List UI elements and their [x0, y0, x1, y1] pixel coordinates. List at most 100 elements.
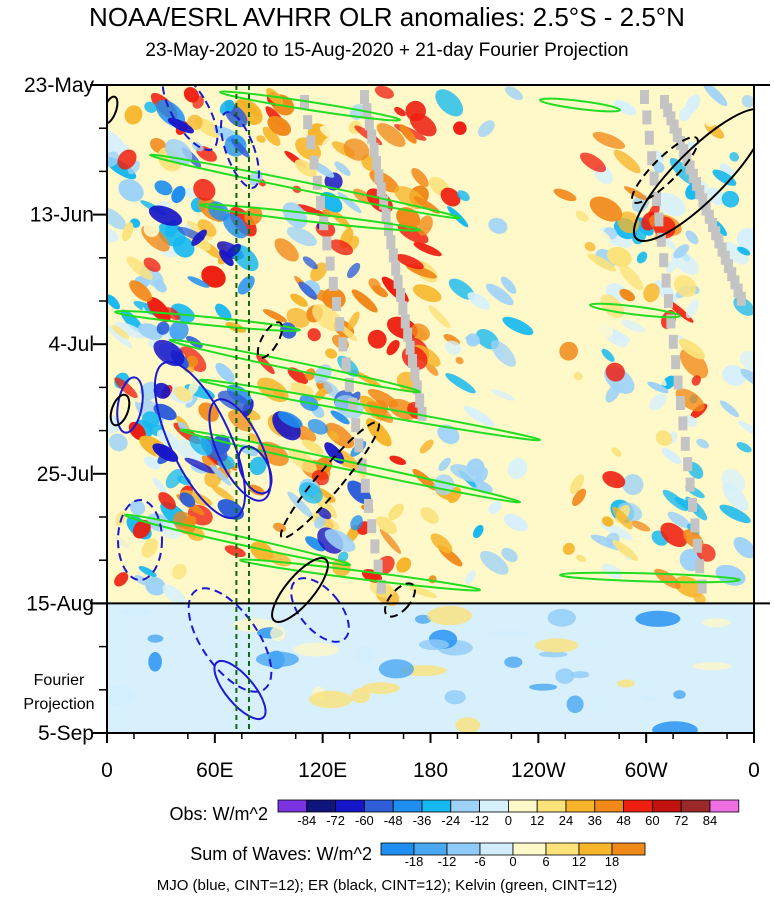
anomaly-patch: [729, 152, 740, 162]
anomaly-patch: [143, 257, 161, 272]
missing-data-cell: [669, 119, 679, 134]
er-contours: [107, 95, 754, 623]
anomaly-patch: [503, 513, 528, 532]
anomaly-patch: [376, 123, 406, 147]
kelvin-contours: [114, 90, 741, 592]
colorbar-swatch: [421, 799, 452, 813]
missing-data-cell: [417, 406, 427, 421]
x-tick-label: 60E: [196, 759, 233, 782]
missing-data-cell: [724, 259, 733, 273]
anomaly-patch: [124, 105, 143, 125]
missing-data-cell: [412, 380, 422, 395]
y-tick-label: 13-Jun: [30, 204, 94, 227]
anomaly-patch: [685, 299, 699, 319]
anomaly-patch: [171, 185, 186, 204]
anomaly-patch: [445, 373, 476, 394]
missing-data-cell: [367, 519, 377, 534]
colorbar-swatch: [594, 799, 624, 813]
missing-data-cell: [306, 135, 316, 150]
anomaly-patch: [290, 293, 308, 307]
anomaly-patch: [507, 457, 528, 480]
missing-data-cell: [683, 457, 693, 472]
anomaly-patch: [488, 500, 502, 515]
anomaly-field: [107, 85, 754, 733]
kelvin-contour: [538, 97, 622, 113]
projection-patch: [485, 630, 530, 638]
anomaly-patch: [559, 341, 579, 361]
anomaly-patch: [579, 152, 607, 173]
anomaly-patch: [662, 489, 689, 512]
anomaly-patch: [201, 265, 226, 288]
anomaly-patch: [389, 455, 407, 465]
missing-data-cell: [644, 130, 654, 145]
anomaly-patch: [501, 547, 518, 563]
colorbars: Obs: W/m^2 -84 -72 -60 -48 -36 -24 -12 0 12 24 36 48…: [170, 799, 740, 869]
missing-data-cell: [328, 276, 338, 291]
missing-data-cell: [673, 375, 683, 390]
missing-data-cell: [678, 416, 688, 431]
anomaly-patch: [719, 400, 740, 418]
anomaly-patch: [128, 421, 146, 441]
anomaly-patch: [317, 507, 332, 520]
anomaly-patch: [107, 325, 133, 349]
anomaly-patch: [367, 329, 387, 349]
anomaly-patch: [141, 538, 159, 558]
anomaly-patch: [126, 256, 153, 280]
mjo-contours: [116, 85, 350, 721]
missing-data-cell: [341, 357, 351, 372]
anomaly-patch: [368, 278, 381, 292]
missing-data-cell: [666, 111, 676, 126]
projection-patch: [570, 671, 590, 679]
missing-data-cell: [733, 283, 743, 298]
projection-patch: [701, 618, 731, 628]
anomaly-patch: [107, 128, 126, 156]
anomaly-patch: [612, 506, 633, 530]
anomaly-patch: [108, 433, 128, 452]
x-tick-label: 0: [101, 759, 113, 782]
anomaly-patch: [307, 419, 328, 435]
chart-title: NOAA/ESRL AVHRR OLR anomalies: 2.5°S - 2…: [89, 2, 685, 32]
anomaly-patch: [444, 340, 462, 355]
missing-data-cell: [661, 273, 671, 288]
missing-data-cell: [405, 340, 415, 355]
anomaly-patch: [311, 469, 329, 486]
colorbar-level: 0: [509, 854, 516, 869]
kelvin-contour: [218, 90, 402, 122]
anomaly-patch: [502, 316, 534, 336]
anomaly-patch: [396, 557, 412, 573]
anomaly-patch: [140, 115, 155, 134]
anomaly-patch: [463, 405, 495, 427]
anomaly-patch: [675, 388, 705, 412]
anomaly-patch: [394, 186, 426, 210]
anomaly-patch: [193, 178, 216, 201]
anomaly-patch: [287, 367, 309, 385]
er-contour: [271, 557, 329, 623]
anomaly-patch: [329, 239, 354, 256]
anomaly-patch: [661, 375, 677, 390]
missing-data-cell: [379, 195, 389, 210]
missing-data-cell: [676, 136, 685, 150]
missing-data-cell: [338, 337, 348, 352]
anomaly-patch: [722, 365, 746, 386]
colorbar-swatch: [363, 799, 394, 813]
colorbar-level: 18: [605, 854, 619, 869]
anomaly-patch: [351, 289, 378, 313]
er-contour: [256, 321, 284, 359]
missing-data-cell: [376, 182, 386, 197]
mjo-contour: [237, 445, 273, 495]
anomaly-patch: [141, 411, 160, 428]
y-tick-label: 25-Jul: [37, 463, 94, 486]
axes: 0 60E 120E 180 120W 60W 0 23-May 13-Jun 4-Jul 25-J…: [23, 74, 759, 782]
colorbar-swatch: [335, 799, 365, 813]
projection-patch: [427, 605, 472, 626]
anomaly-patch: [386, 340, 400, 356]
anomaly-patch: [438, 457, 451, 472]
missing-data-cell: [348, 398, 357, 412]
anomaly-patch: [455, 356, 464, 365]
colorbar-swatch: [652, 799, 682, 813]
anomaly-patch: [477, 120, 495, 137]
anomaly-patch: [673, 275, 697, 297]
anomaly-patch: [179, 492, 196, 508]
missing-data-cell: [367, 129, 377, 144]
anomaly-patch: [388, 503, 405, 521]
